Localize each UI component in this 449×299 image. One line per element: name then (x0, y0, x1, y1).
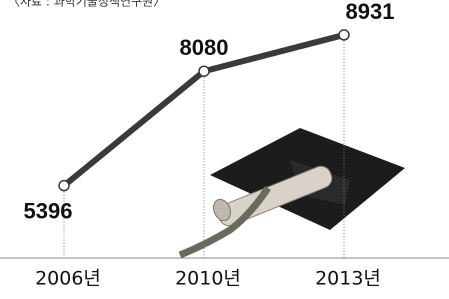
data-point (199, 66, 209, 76)
value-label: 8080 (180, 35, 229, 60)
source-note: 〈자료 : 과학기술정책연구원〉 (8, 0, 165, 9)
data-point (339, 30, 349, 40)
value-label: 8931 (346, 0, 395, 24)
value-label: 5396 (24, 198, 73, 223)
x-tick-label: 2006년 (35, 268, 101, 290)
chart: 〈자료 : 과학기술정책연구원〉 5396 8080 8931 2006년 2010년 2… (0, 0, 449, 299)
x-tick-label: 2010년 (175, 268, 241, 290)
data-point (59, 181, 69, 191)
x-tick-label: 2013년 (315, 268, 381, 290)
graduation-cap-illustration (180, 128, 405, 255)
